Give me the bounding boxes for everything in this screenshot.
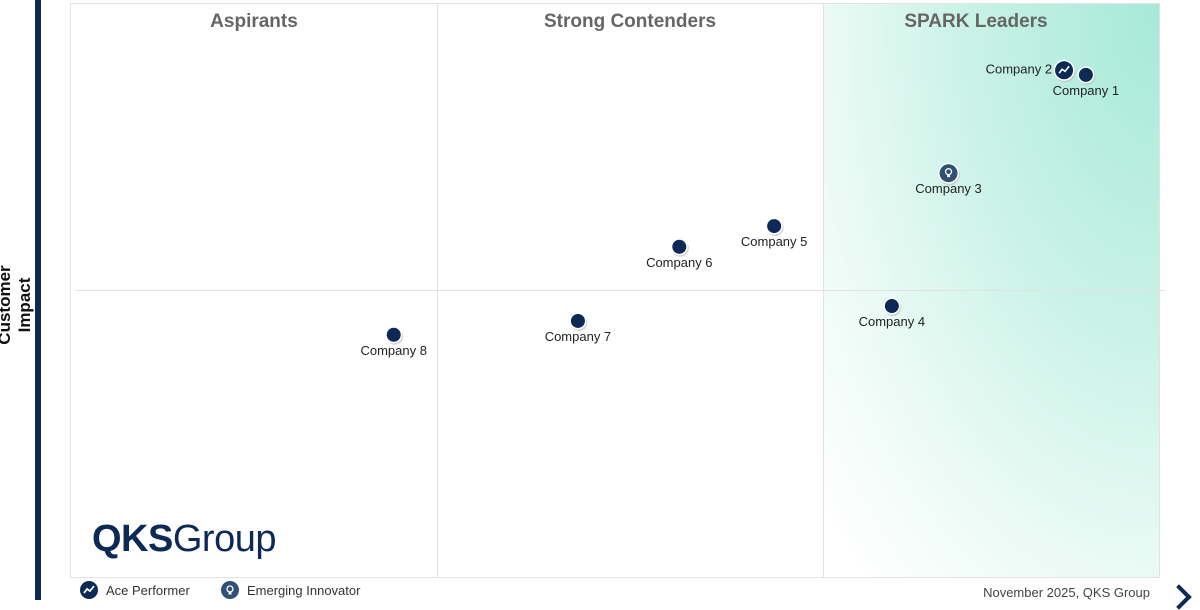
quadrant-title-strong-contenders: Strong Contenders	[543, 11, 717, 32]
point-marker	[767, 219, 782, 234]
legend-label: Emerging Innovator	[247, 582, 361, 598]
point-label: Company 6	[646, 255, 712, 270]
emerging-innovator-icon	[221, 581, 239, 599]
legend-ace-performer: Ace Performer	[80, 581, 190, 599]
point-label: Company 1	[1053, 83, 1119, 98]
emerging-innovator-icon	[939, 164, 958, 183]
point-marker	[672, 239, 687, 254]
point-marker	[1078, 67, 1093, 82]
footer-credit: November 2025, QKS Group	[983, 585, 1150, 600]
data-point[interactable]: Company 3	[915, 162, 982, 197]
data-point[interactable]: Company 7	[545, 312, 611, 344]
data-point[interactable]: Company 8	[360, 326, 427, 358]
y-axis-bar	[35, 0, 41, 600]
point-label: Company 2	[986, 61, 1052, 76]
quadrant-divider	[75, 290, 1165, 291]
point-label: Company 7	[545, 329, 611, 344]
bulb-base	[947, 175, 951, 178]
data-point[interactable]: Company 6	[646, 238, 713, 270]
data-point[interactable]: Company 1	[1053, 66, 1119, 98]
point-marker	[386, 327, 401, 342]
logo-bold: QKS	[92, 518, 173, 560]
data-point[interactable]: Company 5	[741, 217, 807, 250]
point-label: Company 5	[741, 234, 807, 249]
logo-light: Group	[172, 518, 277, 560]
point-label: Company 8	[360, 343, 426, 358]
point-label: Company 3	[915, 181, 981, 196]
quadrant-title-aspirants: Aspirants	[210, 11, 298, 32]
ace-performer-icon	[80, 581, 98, 599]
legend-label: Ace Performer	[106, 582, 190, 598]
point-label: Company 4	[859, 314, 925, 329]
point-marker	[570, 313, 585, 328]
plot-area: Aspirants Strong Contenders SPARK Leader…	[70, 3, 1165, 578]
trend-glyph	[1058, 65, 1070, 74]
quadrant-title-spark-leaders: SPARK Leaders	[904, 11, 1048, 32]
legend-emerging-innovator: Emerging Innovator	[221, 581, 360, 599]
data-point[interactable]: Company 2	[986, 59, 1076, 83]
point-marker	[884, 299, 899, 314]
qks-group-logo: QKSGroup	[92, 518, 276, 561]
bulb-glyph	[944, 168, 953, 176]
data-point[interactable]: Company 4	[859, 297, 925, 330]
